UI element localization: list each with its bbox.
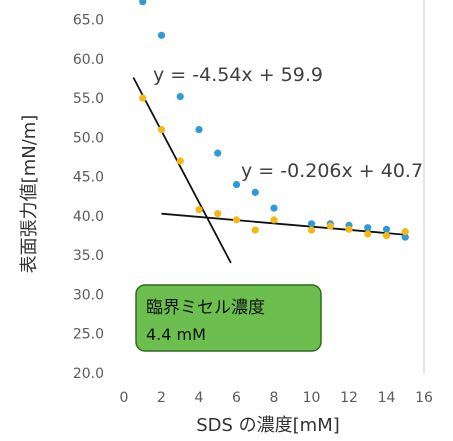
trendline-2-equation: y = -0.206x + 40.7 <box>241 160 423 182</box>
series-2-point <box>176 157 184 165</box>
x-tick-label: 16 <box>415 390 433 406</box>
trendlines <box>132 77 406 264</box>
x-tick-label: 6 <box>232 390 241 406</box>
series-2-point <box>214 209 222 218</box>
y-tick-label: 35.0 <box>73 248 104 264</box>
trendline-1 <box>132 77 232 264</box>
y-tick-label: 55.0 <box>73 91 104 107</box>
series-1-point <box>195 125 203 134</box>
series-1-point <box>214 149 222 157</box>
cmc-annotation-title: 臨界ミセル濃度 <box>146 298 265 318</box>
series-1-point <box>232 180 241 189</box>
series-1-point <box>270 204 278 212</box>
series-2-point <box>251 226 259 234</box>
series-1-point <box>251 188 259 196</box>
series-2-point <box>401 228 409 236</box>
x-tick-label: 14 <box>378 390 396 406</box>
series-1-point <box>157 31 166 39</box>
series-1-point <box>364 224 372 232</box>
y-tick-label: 50.0 <box>73 130 104 146</box>
x-tick-label: 2 <box>157 390 166 406</box>
series-1-point <box>176 92 184 101</box>
y-tick-label: 30.0 <box>73 287 104 303</box>
x-tick-label: 10 <box>303 390 321 406</box>
data-points <box>139 0 409 241</box>
series-1-point <box>139 0 147 6</box>
series-2-point <box>364 230 372 238</box>
x-axis-title: SDS の濃度[mM] <box>196 415 340 436</box>
y-tick-label: 60.0 <box>73 52 104 68</box>
trendline-2 <box>161 212 406 236</box>
series-2-point <box>326 222 334 230</box>
series-2-point <box>195 206 203 214</box>
x-tick-label: 0 <box>120 390 129 406</box>
series-1-point <box>382 225 391 233</box>
series-1-point <box>401 233 409 241</box>
series-1-point <box>307 220 316 228</box>
cmc-annotation-value: 4.4 mM <box>146 325 206 344</box>
series-2-point <box>232 216 241 224</box>
y-tick-label: 65.0 <box>73 13 104 29</box>
series-2-point <box>270 216 278 224</box>
series-2-point <box>307 226 316 234</box>
x-tick-label: 12 <box>340 390 358 406</box>
y-tick-label: 45.0 <box>73 170 104 186</box>
series-2-point <box>157 125 166 134</box>
x-tick-label: 4 <box>195 390 204 406</box>
y-axis-title: 表面張力値[mN/m] <box>19 115 40 274</box>
y-tick-labels: 20.0 25.0 30.0 35.0 40.0 45.0 50.0 55.0 60.0 65.0 <box>73 13 104 382</box>
y-tick-label: 40.0 <box>73 209 104 225</box>
y-tick-label: 25.0 <box>73 327 104 343</box>
series-2-point <box>139 94 147 102</box>
trendline-1-equation: y = -4.54x + 59.9 <box>153 64 323 86</box>
x-tick-labels: 0 2 4 6 8 10 12 14 16 <box>120 390 433 406</box>
cmc-annotation: 臨界ミセル濃度 4.4 mM <box>135 284 322 352</box>
series-2-point <box>345 225 353 233</box>
y-tick-label: 20.0 <box>73 366 104 382</box>
x-tick-label: 8 <box>270 390 279 406</box>
cmc-annotation-box <box>135 284 322 352</box>
series-2-point <box>382 231 391 240</box>
